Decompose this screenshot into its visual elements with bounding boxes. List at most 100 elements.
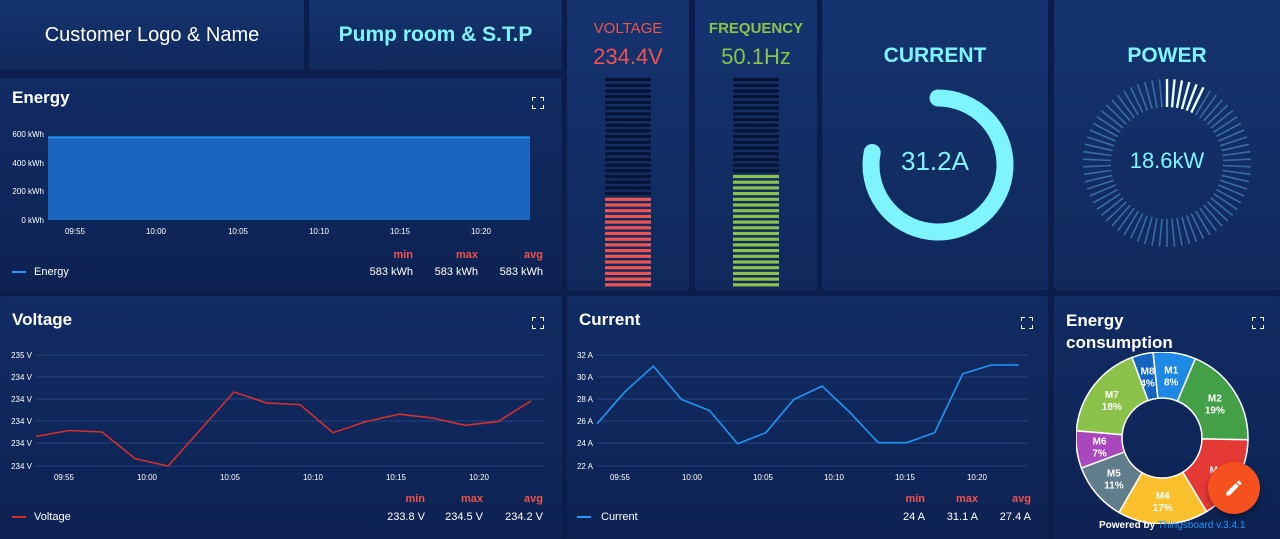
donut-label-name: M1 [1164, 366, 1178, 377]
donut-label-pct: 4% [1140, 379, 1155, 390]
energy-legend-label: Energy [34, 266, 69, 278]
fullscreen-icon[interactable] [1252, 317, 1264, 329]
frequency-level-segment [733, 83, 779, 87]
voltage-level-segment [605, 214, 651, 218]
donut-slice-m8[interactable] [1131, 352, 1159, 402]
voltage-level-segment [605, 163, 651, 167]
power-gauge-tick [1123, 90, 1139, 116]
power-gauge-tick [1203, 99, 1223, 122]
energy-y-tick: 600 kWh [12, 130, 44, 139]
frequency-level-segment [733, 237, 779, 241]
power-gauge-tick [1089, 184, 1116, 197]
power-gauge-tick [1199, 207, 1218, 232]
voltage-legend-label: Voltage [34, 511, 71, 523]
voltage-level-segment [605, 100, 651, 104]
power-gauge-tick [1105, 201, 1128, 222]
donut-label-name: M2 [1208, 394, 1222, 405]
power-gauge-tick [1199, 94, 1218, 119]
power-gauge-tick [1092, 122, 1119, 138]
current-y-tick: 30 A [577, 373, 594, 382]
power-gauge-tick [1084, 174, 1113, 183]
frequency-level-segment [733, 254, 779, 258]
power-gauge-tick [1083, 169, 1112, 176]
power-gauge-title: POWER [1127, 44, 1207, 67]
power-gauge-tick [1084, 143, 1113, 152]
frequency-level-segment [733, 271, 779, 275]
voltage-level-segment [605, 226, 651, 230]
current-gauge-arc [862, 89, 1014, 241]
fullscreen-icon[interactable] [1021, 317, 1033, 329]
power-gauge-tick [1195, 90, 1211, 116]
voltage-level-segment [605, 123, 651, 127]
voltage-level-segment [605, 89, 651, 93]
edit-button[interactable] [1208, 462, 1260, 514]
voltage-y-tick: 234 V [11, 395, 33, 404]
power-gauge-tick [1221, 143, 1250, 152]
frequency-bar-value: 50.1Hz [721, 44, 791, 69]
power-gauge-tick [1190, 213, 1205, 240]
frequency-level-segment [733, 220, 779, 224]
current-x-tick: 10:00 [682, 473, 703, 482]
power-gauge-tick [1105, 104, 1128, 125]
energy-avg-label: avg [524, 249, 543, 261]
voltage-y-tick: 234 V [11, 373, 33, 382]
fullscreen-icon[interactable] [532, 317, 544, 329]
donut-label-name: M7 [1105, 390, 1119, 401]
voltage-level-segment [605, 106, 651, 110]
energy-y-tick: 200 kWh [12, 187, 44, 196]
location-name: Pump room & S.T.P [338, 23, 533, 46]
voltage-level-segment [605, 78, 651, 82]
frequency-level-segment [733, 277, 779, 281]
voltage-level-segment [605, 95, 651, 99]
power-gauge-tick [1151, 217, 1158, 246]
voltage-max-label: max [460, 493, 483, 505]
voltage-level-segment [605, 83, 651, 87]
powered-by: Powered by Thingsboard v.3.4.1 [1099, 520, 1245, 531]
voltage-level-segment [605, 117, 651, 122]
frequency-level-segment [733, 197, 779, 201]
current-y-tick: 26 A [577, 417, 594, 426]
power-gauge-tick [1181, 216, 1191, 245]
frequency-level-segment [733, 140, 779, 144]
frequency-level-segment [733, 260, 779, 264]
voltage-level-segment [605, 112, 651, 116]
energy-x-tick: 10:05 [228, 227, 249, 236]
current-y-tick: 24 A [577, 439, 594, 448]
energy-max-value: 583 kWh [434, 266, 478, 278]
power-gauge-tick [1129, 213, 1144, 240]
current-avg-label: avg [1012, 493, 1031, 505]
voltage-level-segment [605, 129, 651, 133]
voltage-level-segment [605, 243, 651, 247]
energy-min-label: min [393, 249, 413, 261]
customer-card: Customer Logo & Name [0, 0, 304, 70]
frequency-level-segment [733, 214, 779, 218]
voltage-level-segment [605, 174, 651, 179]
power-gauge-tick [1083, 150, 1112, 157]
voltage-y-tick: 234 V [11, 417, 33, 426]
power-gauge-tick [1176, 217, 1183, 246]
frequency-bar-title: FREQUENCY [708, 20, 804, 37]
thingsboard-link[interactable]: Thingsboard v.3.4.1 [1157, 520, 1246, 531]
fullscreen-icon[interactable] [532, 97, 544, 109]
current-gauge [862, 89, 1014, 241]
energy-x-tick: 10:20 [471, 227, 492, 236]
power-gauge-tick [1170, 79, 1176, 108]
power-gauge-tick [1089, 129, 1116, 142]
voltage-legend[interactable]: Voltage [12, 511, 71, 523]
power-gauge-tick [1180, 81, 1191, 110]
voltage-level-segment [605, 135, 651, 139]
current-legend-label: Current [601, 511, 638, 523]
voltage-min-value: 233.8 V [387, 511, 425, 523]
frequency-level-segment [733, 169, 779, 173]
voltage-level-segment [605, 203, 651, 207]
current-legend[interactable]: Current [577, 511, 638, 523]
voltage-x-tick: 09:55 [54, 473, 75, 482]
frequency-level-segment [733, 146, 779, 150]
current-max-value: 31.1 A [946, 511, 978, 523]
power-gauge-tick [1222, 158, 1251, 162]
voltage-level-segment [605, 146, 651, 150]
energy-legend[interactable]: Energy [12, 266, 69, 278]
energy-x-tick: 10:15 [390, 227, 411, 236]
voltage-bar-title: VOLTAGE [593, 20, 663, 37]
power-gauge-tick [1171, 218, 1176, 247]
